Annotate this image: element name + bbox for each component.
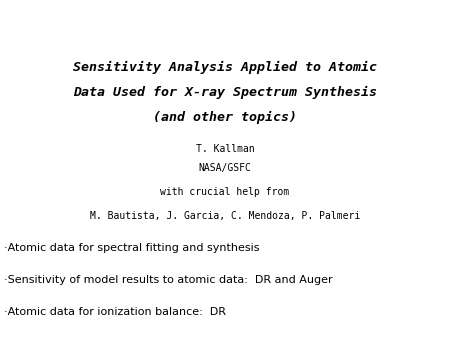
Text: ·Atomic data for spectral fitting and synthesis: ·Atomic data for spectral fitting and sy… bbox=[4, 243, 260, 253]
Text: Sensitivity Analysis Applied to Atomic: Sensitivity Analysis Applied to Atomic bbox=[73, 61, 377, 74]
Text: Data Used for X-ray Spectrum Synthesis: Data Used for X-ray Spectrum Synthesis bbox=[73, 86, 377, 99]
Text: M. Bautista, J. Garcia, C. Mendoza, P. Palmeri: M. Bautista, J. Garcia, C. Mendoza, P. P… bbox=[90, 211, 360, 221]
Text: ·Sensitivity of model results to atomic data:  DR and Auger: ·Sensitivity of model results to atomic … bbox=[4, 275, 333, 285]
Text: ·Atomic data for ionization balance:  DR: ·Atomic data for ionization balance: DR bbox=[4, 307, 226, 317]
Text: NASA/GSFC: NASA/GSFC bbox=[198, 163, 252, 173]
Text: with crucial help from: with crucial help from bbox=[160, 187, 290, 197]
Text: T. Kallman: T. Kallman bbox=[196, 144, 254, 154]
Text: (and other topics): (and other topics) bbox=[153, 111, 297, 124]
